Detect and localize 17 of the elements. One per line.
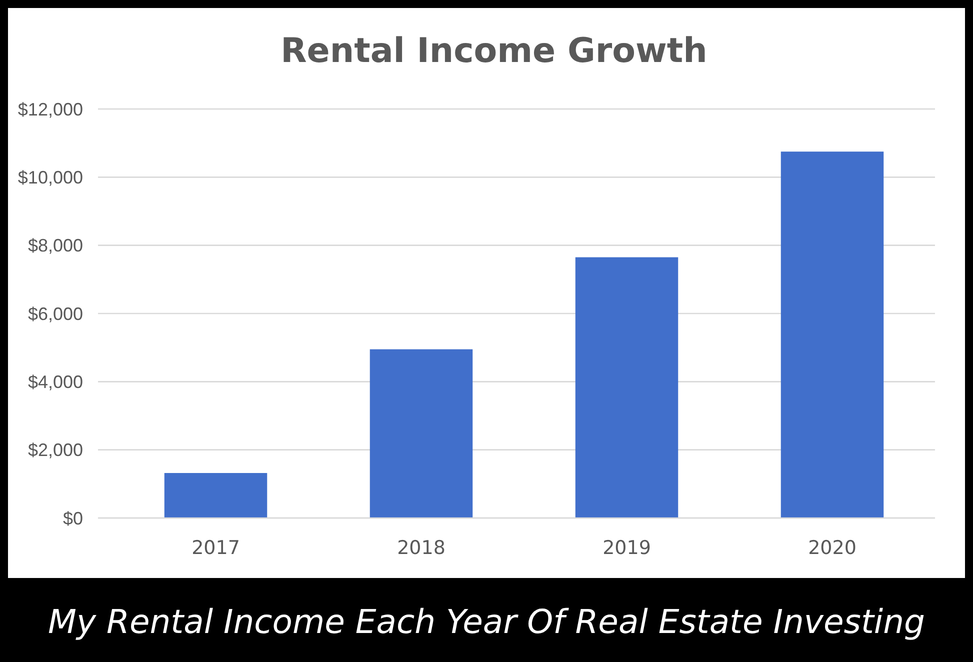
- y-tick-label: $4,000: [28, 372, 83, 392]
- x-tick-label: 2018: [397, 537, 446, 559]
- y-tick-label: $6,000: [28, 304, 83, 324]
- text: My Rental Income Each Year Of Real Estate Investing: [48, 602, 925, 641]
- bar: [370, 349, 473, 518]
- x-tick-label: 2020: [808, 537, 856, 559]
- y-tick-label: $8,000: [28, 236, 83, 256]
- bar: [575, 257, 678, 518]
- y-tick-label: $10,000: [18, 167, 83, 188]
- x-tick-label: 2017: [192, 537, 240, 559]
- y-tick-label: $2,000: [28, 440, 83, 460]
- bar: [164, 473, 268, 518]
- bar: [780, 152, 884, 518]
- x-tick-label: 2019: [602, 537, 651, 559]
- chart-title: Rental Income Growth: [280, 31, 708, 71]
- y-tick-label: $12,000: [18, 99, 83, 120]
- y-tick-label: $0: [62, 508, 83, 528]
